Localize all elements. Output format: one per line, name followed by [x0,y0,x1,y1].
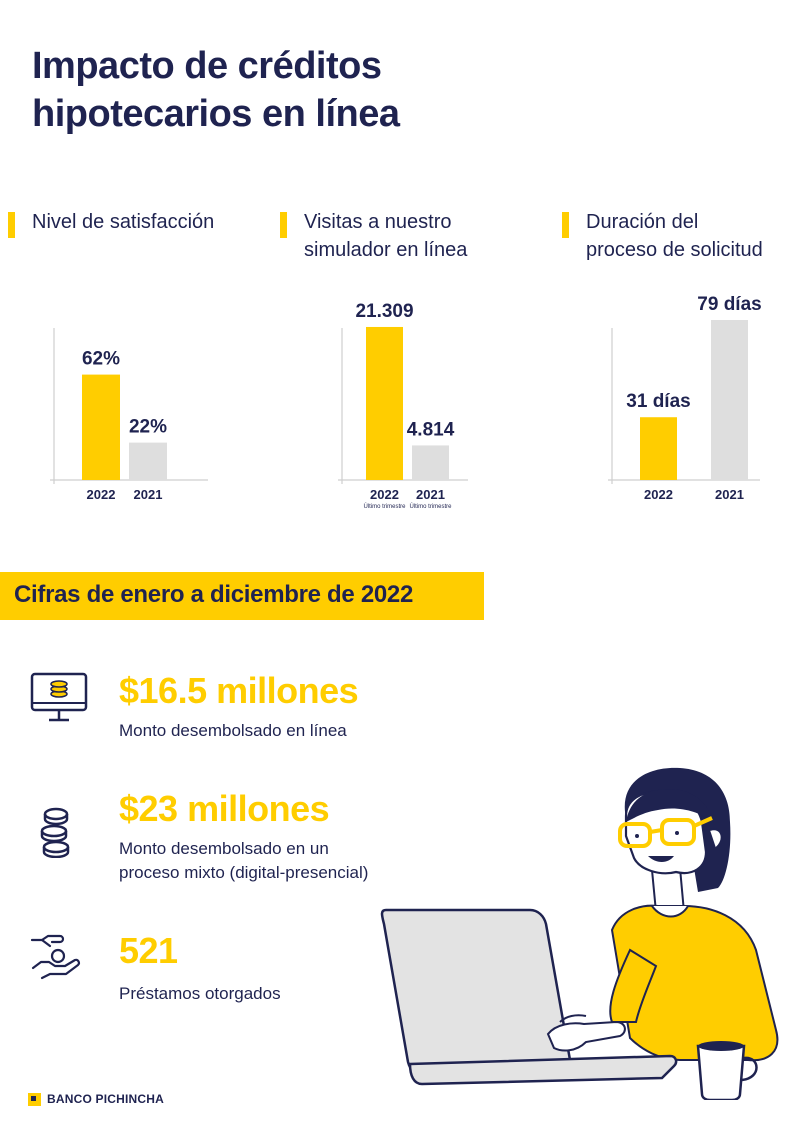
value-label: 22% [129,417,167,438]
metric-label: Visitas a nuestro simulador en línea [304,208,467,264]
woman-laptop-illustration [380,767,790,1100]
computer-money-icon [30,672,88,722]
value-label: 79 días [697,294,761,315]
metric-label-line-1: Duración del [586,211,699,233]
bar-2021 [412,445,449,480]
category-sublabel: Último trimestre [409,503,452,510]
stat-desc-online-amount: Monto desembolsado en línea [119,719,347,743]
bank-logo-icon [28,1093,41,1106]
stat-value-online-amount: $16.5 millones [119,670,359,711]
brand-name: BANCO PICHINCHA [47,1092,164,1106]
metric-label: Nivel de satisfacción [32,208,214,236]
page-title: Impacto de créditos hipotecarios en líne… [32,42,400,138]
metric-label-line-2: simulador en línea [304,239,468,261]
bar-2022 [640,417,677,480]
category-label: 2022 [370,487,399,502]
period-banner-text: Cifras de enero a diciembre de 2022 [14,581,414,608]
stat-desc-mixed-amount: Monto desembolsado en un proceso mixto (… [119,837,368,885]
stat-desc-line-2: proceso mixto (digital-presencial) [119,863,369,882]
value-label: 21.309 [355,301,413,322]
title-line-1: Impacto de créditos [32,45,382,87]
title-line-2: hipotecarios en línea [32,93,400,135]
category-label: 2022 [87,487,116,502]
stat-desc-line-1: Monto desembolsado en un [119,839,329,858]
category-label: 2021 [715,487,744,502]
category-sublabel: Último trimestre [363,503,406,510]
bar-2022 [366,326,403,480]
category-label: 2021 [416,487,445,502]
coins-stack-icon [40,807,70,858]
stat-value-loans: 521 [119,930,178,971]
metric-label-line-2: proceso de solicitud [586,239,763,261]
accent-bar [280,212,287,238]
bar-2022 [82,374,120,480]
accent-bar [8,212,15,238]
stat-desc-loans: Préstamos otorgados [119,982,281,1006]
metric-label-line-1: Visitas a nuestro [304,211,452,233]
category-label: 2022 [644,487,673,502]
metric-label-line-1: Nivel de satisfacción [32,211,215,233]
bar-2021 [711,320,748,480]
category-label: 2021 [134,487,163,502]
value-label: 31 días [626,391,690,412]
value-label: 4.814 [407,419,455,440]
stat-desc-line-1: Monto desembolsado en línea [119,721,347,740]
hand-coin-icon [30,934,80,980]
stat-value-mixed-amount: $23 millones [119,788,330,829]
value-label: 62% [82,349,120,370]
bar-2021 [129,442,167,480]
accent-bar [562,212,569,238]
stat-desc-line-1: Préstamos otorgados [119,984,281,1003]
metric-label: Duración del proceso de solicitud [586,208,763,264]
period-banner: Cifras de enero a diciembre de 2022 [0,572,484,620]
